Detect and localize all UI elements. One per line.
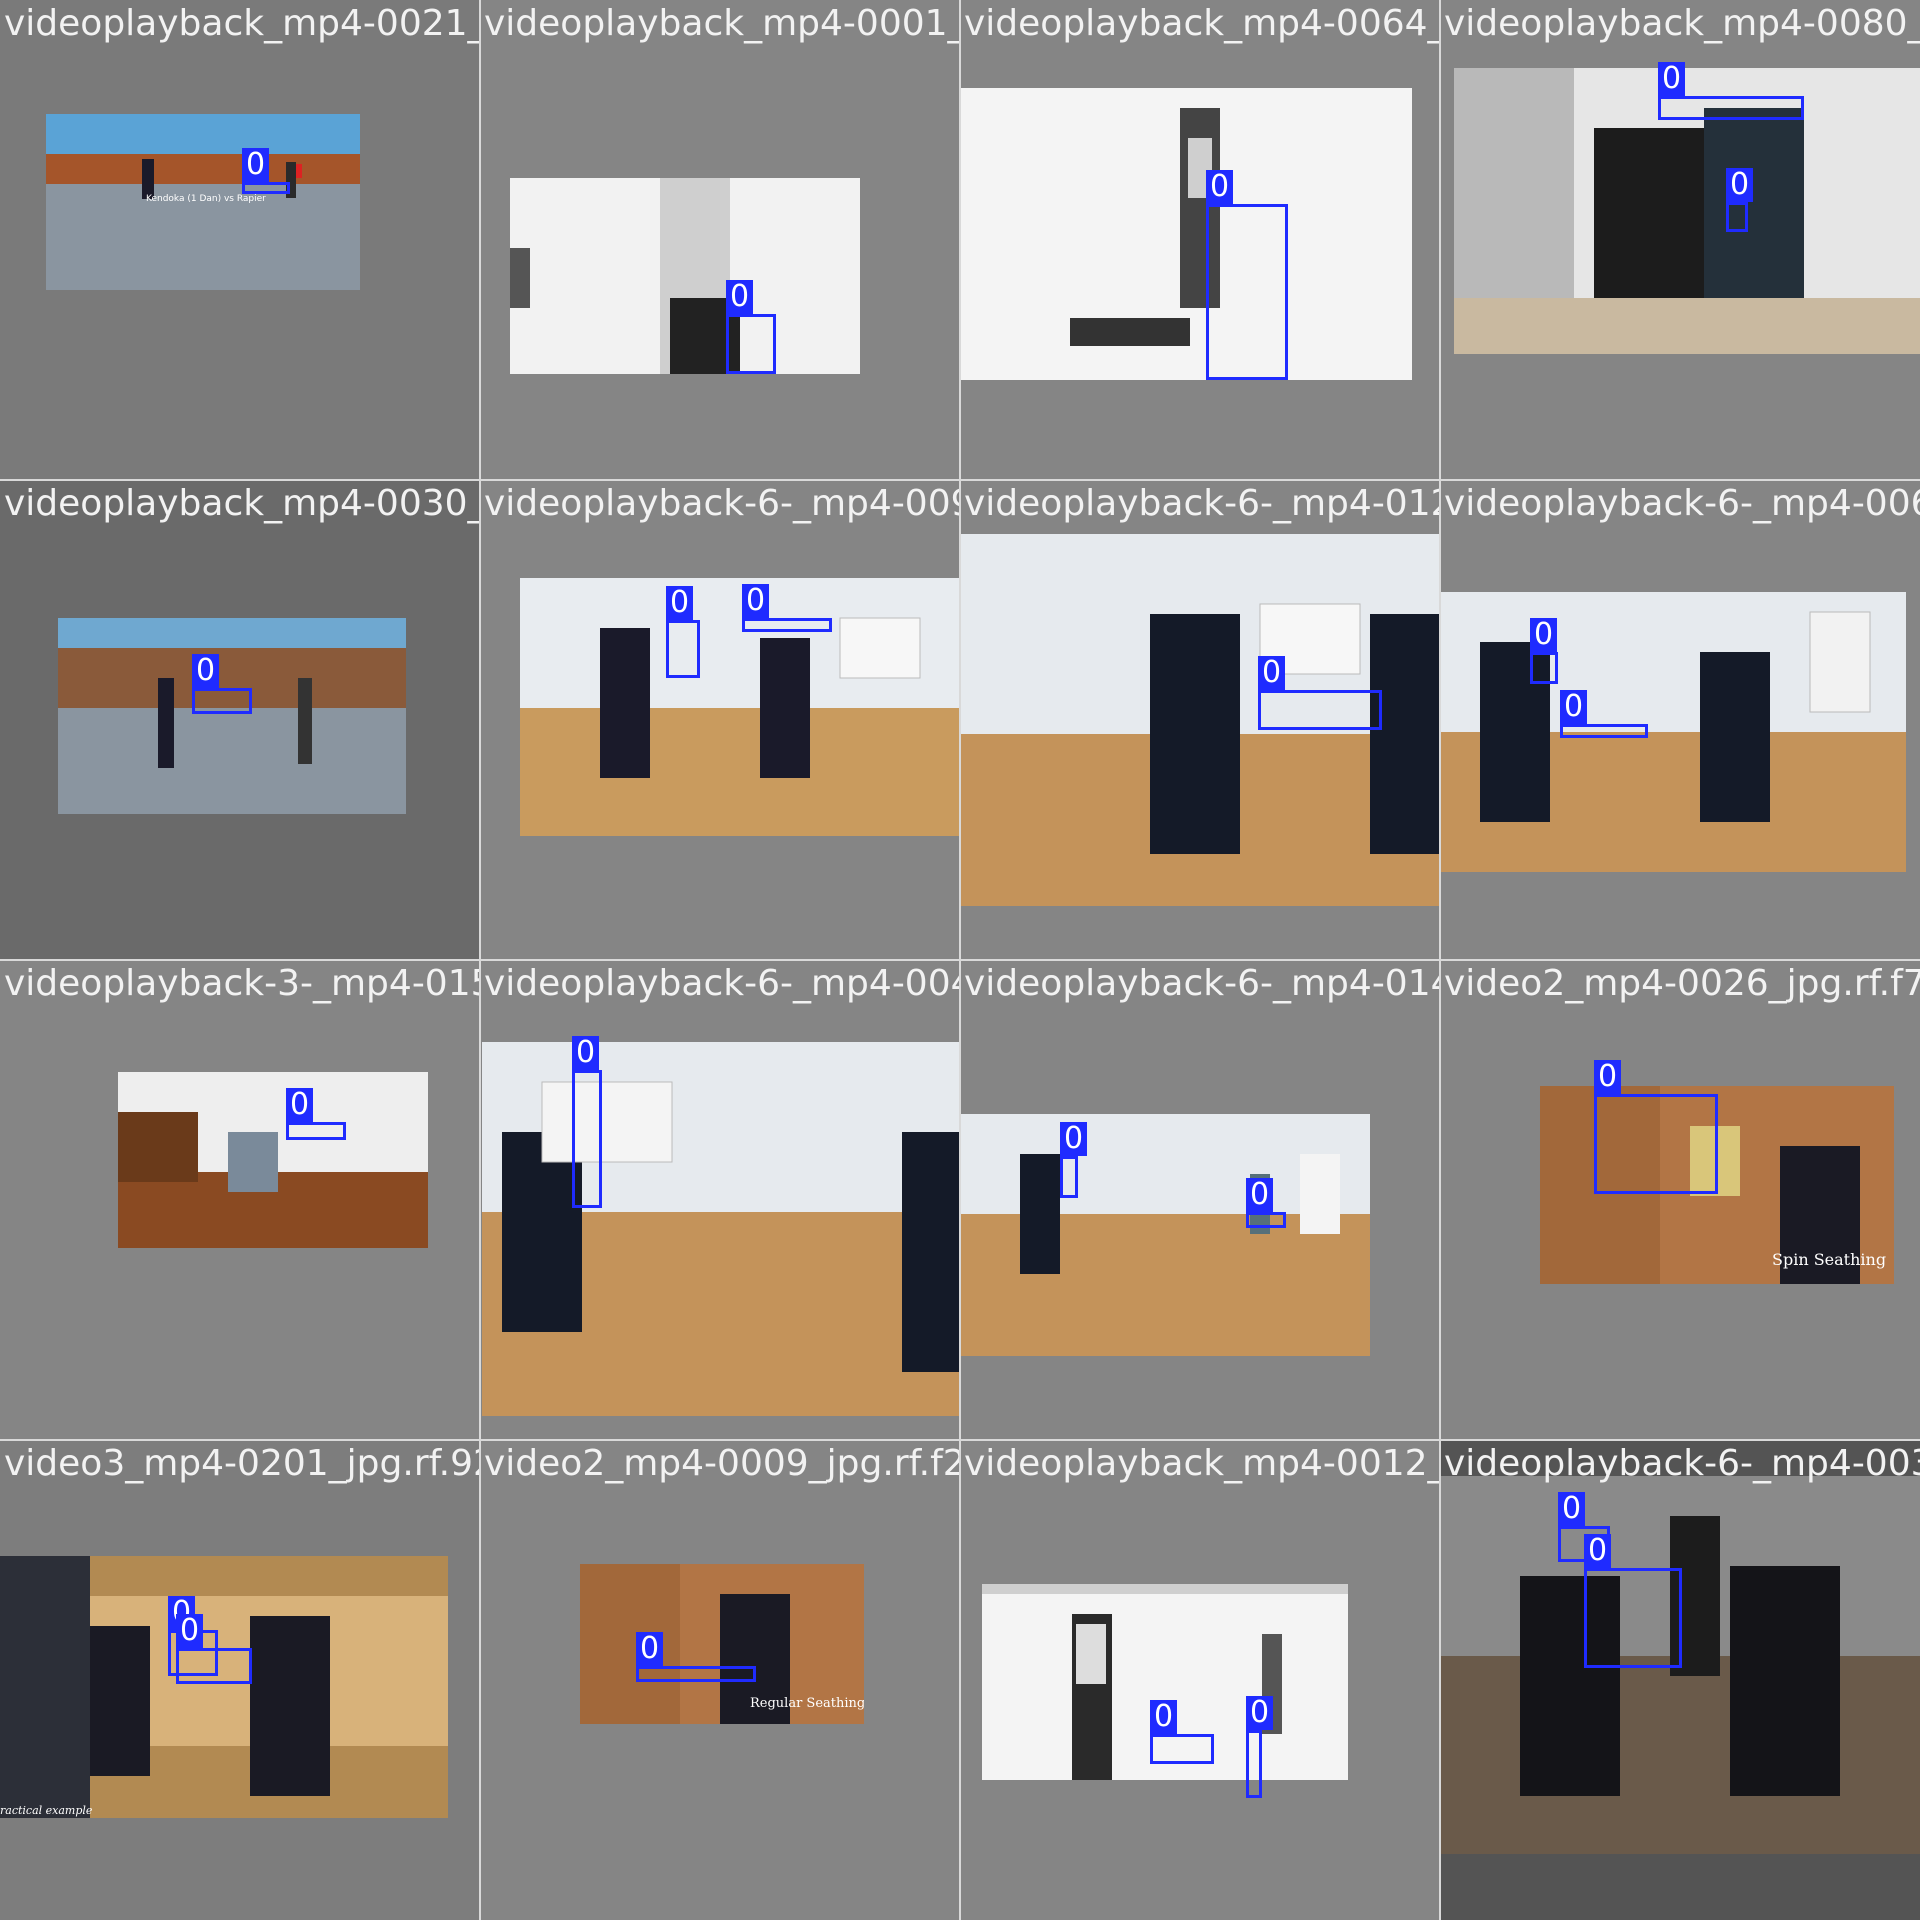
class-tag: 0 <box>572 1036 600 1070</box>
tile-filename: videoplayback-6-_mp4-0125 <box>964 483 1440 524</box>
tile-photo <box>982 1584 1348 1780</box>
tile-filename: videoplayback-6-_mp4-0142 <box>964 963 1440 1004</box>
grid-divider <box>0 1439 1920 1441</box>
tile-photo <box>960 534 1440 906</box>
tile-photo <box>58 618 406 814</box>
tile-filename: video3_mp4-0201_jpg.rf.929 <box>4 1443 480 1484</box>
class-tag: 0 <box>1726 168 1754 202</box>
grid-divider <box>0 959 1920 961</box>
video-caption: Regular Seathing <box>750 1696 864 1711</box>
class-tag: 0 <box>1530 618 1558 652</box>
sword-bounding-box[interactable]: 0 <box>1594 1060 1718 1194</box>
sword-bounding-box[interactable]: 0 <box>1150 1700 1214 1764</box>
class-tag: 0 <box>1060 1122 1088 1156</box>
sword-bounding-box[interactable]: 0 <box>572 1036 602 1208</box>
tile-photo <box>960 88 1412 380</box>
class-tag: 0 <box>1658 62 1686 96</box>
tile-photo: Kendoka (1 Dan) vs Rapier <box>46 114 360 290</box>
sword-bounding-box[interactable]: 0 <box>242 148 290 194</box>
sword-bounding-box[interactable]: 0 <box>1658 62 1804 120</box>
tile-filename: videoplayback_mp4-0030_jpg.rf.d40c277867… <box>4 483 480 524</box>
class-tag: 0 <box>1246 1696 1274 1730</box>
tile-photo <box>520 578 960 836</box>
class-tag: 0 <box>1150 1700 1178 1734</box>
tile-6[interactable]: 0 videoplayback-6-_mp4-0125 <box>960 480 1440 960</box>
sword-bounding-box[interactable]: 0 <box>1246 1178 1286 1228</box>
tile-photo: ractical example <box>0 1556 448 1818</box>
class-tag: 0 <box>636 1632 664 1666</box>
tile-7[interactable]: 0 0 videoplayback-6-_mp4-0061 <box>1440 480 1920 960</box>
class-tag: 0 <box>1560 690 1588 724</box>
sword-bounding-box[interactable]: 0 <box>1206 170 1288 380</box>
class-tag: 0 <box>742 584 770 618</box>
sword-bounding-box[interactable]: 0 <box>286 1088 346 1140</box>
sword-bounding-box[interactable]: 0 <box>1560 690 1648 738</box>
tile-1[interactable]: 0 videoplayback_mp4-0001_jpg.rf.4f5efbad… <box>480 0 960 480</box>
tile-filename: videoplayback_mp4-0080_jpg <box>1444 3 1920 44</box>
grid-divider <box>0 479 1920 481</box>
class-tag: 0 <box>1594 1060 1622 1094</box>
tile-0[interactable]: Kendoka (1 Dan) vs Rapier 0 videoplaybac… <box>0 0 480 480</box>
sword-bounding-box[interactable]: 0 <box>1726 168 1754 232</box>
class-tag: 0 <box>1558 1492 1586 1526</box>
tile-5[interactable]: 0 0 videoplayback-6-_mp4-0095 <box>480 480 960 960</box>
tile-15[interactable]: 0 0 videoplayback-6-_mp4-0037 <box>1440 1440 1920 1920</box>
tile-photo <box>1454 68 1920 354</box>
tile-3[interactable]: 0 0 videoplayback_mp4-0080_jpg <box>1440 0 1920 480</box>
tile-photo <box>960 1114 1370 1356</box>
video-caption: Kendoka (1 Dan) vs Rapier <box>146 194 266 204</box>
class-tag: 0 <box>176 1614 204 1648</box>
sword-bounding-box[interactable]: 0 <box>1246 1696 1274 1798</box>
tile-filename: videoplayback_mp4-0064_jpg.rf.3238127653 <box>964 3 1440 44</box>
class-tag: 0 <box>242 148 270 182</box>
tile-13[interactable]: Regular Seathing 0 video2_mp4-0009_jpg.r… <box>480 1440 960 1920</box>
tile-filename: videoplayback_mp4-0001_jpg.rf.4f5efbad09 <box>484 3 960 44</box>
tile-filename: video2_mp4-0026_jpg.rf.f7f3 <box>1444 963 1920 1004</box>
tile-filename: videoplayback-6-_mp4-0095 <box>484 483 960 524</box>
tile-photo <box>118 1072 428 1248</box>
sword-bounding-box[interactable]: 0 <box>192 654 252 714</box>
class-tag: 0 <box>666 586 694 620</box>
tile-photo <box>482 1042 960 1416</box>
tile-12[interactable]: ractical example 0 0 video3_mp4-0201_jpg… <box>0 1440 480 1920</box>
tile-filename: video2_mp4-0009_jpg.rf.f29 <box>484 1443 960 1484</box>
class-tag: 0 <box>192 654 220 688</box>
tile-4[interactable]: 0 videoplayback_mp4-0030_jpg.rf.d40c2778… <box>0 480 480 960</box>
class-tag: 0 <box>1584 1534 1612 1568</box>
tile-14[interactable]: 0 0 videoplayback_mp4-0012_jpg <box>960 1440 1440 1920</box>
sword-bounding-box[interactable]: 0 <box>1258 656 1382 730</box>
class-tag: 0 <box>1246 1178 1274 1212</box>
video-caption: ractical example <box>0 1804 93 1817</box>
class-tag: 0 <box>1258 656 1286 690</box>
tile-filename: videoplayback_mp4-0012_jpg <box>964 1443 1440 1484</box>
tile-2[interactable]: 0 videoplayback_mp4-0064_jpg.rf.32381276… <box>960 0 1440 480</box>
tile-filename: videoplayback-6-_mp4-0048 <box>484 963 960 1004</box>
tile-photo: Regular Seathing <box>580 1564 864 1724</box>
tile-10[interactable]: 0 0 videoplayback-6-_mp4-0142 <box>960 960 1440 1440</box>
class-tag: 0 <box>726 280 754 314</box>
tile-photo <box>510 178 860 374</box>
video-caption: Spin Seathing <box>1772 1250 1887 1269</box>
tile-8[interactable]: 0 videoplayback-3-_mp4-0159 <box>0 960 480 1440</box>
sword-bounding-box[interactable]: 0 <box>1584 1534 1682 1668</box>
sword-bounding-box[interactable]: 0 <box>1060 1122 1088 1198</box>
sword-bounding-box[interactable]: 0 <box>176 1614 252 1684</box>
tile-photo <box>1440 592 1906 872</box>
sword-bounding-box[interactable]: 0 <box>742 584 832 632</box>
tile-photo <box>1440 1476 1920 1854</box>
tile-filename: videoplayback_mp4-0021_jpg.rf.0cfdbdf2f <box>4 3 480 44</box>
class-tag: 0 <box>286 1088 314 1122</box>
sword-bounding-box[interactable]: 0 <box>666 586 700 678</box>
class-tag: 0 <box>1206 170 1234 204</box>
tile-11[interactable]: Spin Seathing 0 video2_mp4-0026_jpg.rf.f… <box>1440 960 1920 1440</box>
sword-bounding-box[interactable]: 0 <box>636 1632 756 1682</box>
tile-filename: videoplayback-6-_mp4-0061 <box>1444 483 1920 524</box>
sword-bounding-box[interactable]: 0 <box>1530 618 1558 684</box>
tile-9[interactable]: 0 videoplayback-6-_mp4-0048 <box>480 960 960 1440</box>
tile-filename: videoplayback-3-_mp4-0159 <box>4 963 480 1004</box>
sword-bounding-box[interactable]: 0 <box>726 280 776 374</box>
